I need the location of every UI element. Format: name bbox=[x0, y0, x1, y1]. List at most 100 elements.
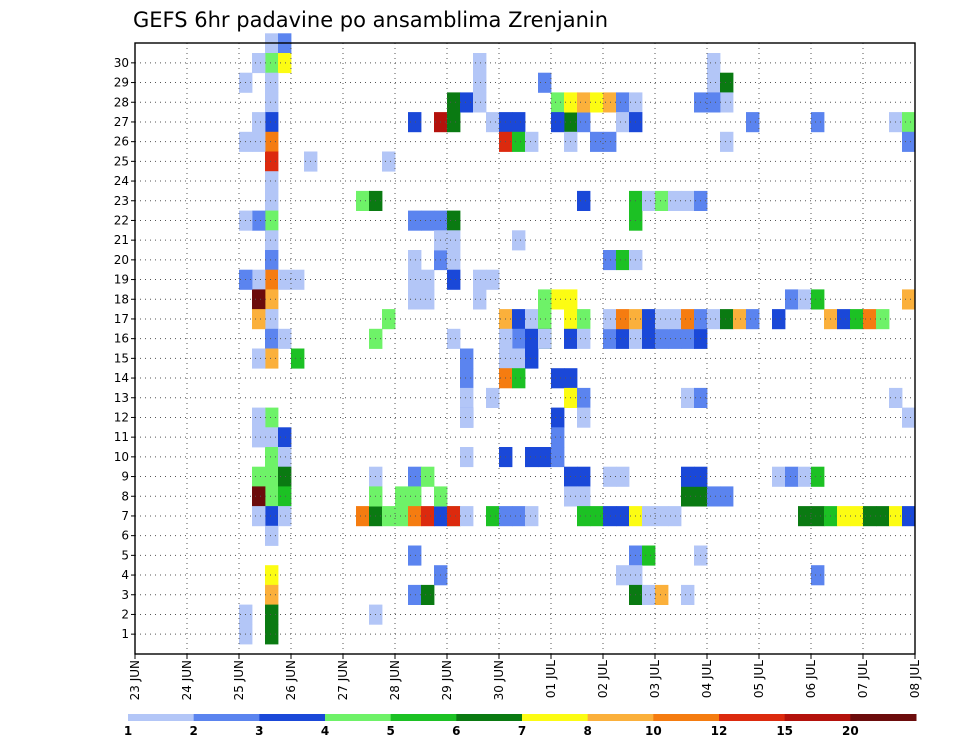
data-cell bbox=[642, 506, 656, 527]
x-tick-label: 24 JUN bbox=[180, 660, 194, 700]
data-cell bbox=[603, 250, 617, 271]
data-cell bbox=[265, 624, 279, 645]
data-cell bbox=[590, 506, 604, 527]
data-cell bbox=[408, 269, 422, 290]
x-tick-label: 27 JUN bbox=[336, 660, 350, 700]
data-cell bbox=[252, 486, 266, 507]
data-cell bbox=[681, 328, 695, 349]
data-cell bbox=[447, 250, 461, 271]
data-cell bbox=[525, 131, 539, 152]
data-cell bbox=[252, 269, 266, 290]
data-cell bbox=[265, 427, 279, 448]
data-cell bbox=[473, 269, 487, 290]
data-cell bbox=[720, 72, 734, 93]
colorbar-label: 3 bbox=[255, 724, 263, 738]
data-cell bbox=[512, 309, 526, 330]
data-cell bbox=[603, 328, 617, 349]
data-cell bbox=[252, 53, 266, 74]
data-cell bbox=[902, 289, 916, 310]
data-cell bbox=[447, 210, 461, 231]
data-cell bbox=[356, 190, 370, 211]
data-cell bbox=[421, 269, 435, 290]
data-cell bbox=[642, 584, 656, 605]
data-cell bbox=[785, 289, 799, 310]
data-cell bbox=[278, 506, 292, 527]
data-cell bbox=[811, 289, 825, 310]
data-cell bbox=[265, 151, 279, 172]
data-cell bbox=[616, 328, 630, 349]
y-tick-label: 9 bbox=[121, 470, 129, 484]
data-cell bbox=[473, 289, 487, 310]
data-cell bbox=[798, 506, 812, 527]
colorbar-swatch bbox=[259, 714, 326, 721]
data-cell bbox=[421, 466, 435, 487]
data-cell bbox=[681, 309, 695, 330]
colorbar-label: 6 bbox=[452, 724, 460, 738]
data-cell bbox=[746, 309, 760, 330]
data-cell bbox=[603, 131, 617, 152]
x-tick-label: 30 JUN bbox=[492, 660, 506, 700]
data-cell bbox=[473, 72, 487, 93]
data-cell bbox=[668, 309, 682, 330]
y-tick-label: 25 bbox=[114, 154, 129, 168]
y-tick-label: 20 bbox=[114, 253, 129, 267]
y-tick-label: 26 bbox=[114, 135, 129, 149]
data-cell bbox=[486, 112, 500, 133]
colorbar-label: 7 bbox=[518, 724, 526, 738]
data-cell bbox=[252, 112, 266, 133]
data-cell bbox=[538, 72, 552, 93]
data-cell bbox=[902, 407, 916, 428]
y-tick-label: 2 bbox=[121, 607, 129, 621]
cells-layer bbox=[239, 33, 916, 645]
data-cell bbox=[265, 230, 279, 251]
data-cell bbox=[265, 407, 279, 428]
data-cell bbox=[551, 447, 565, 468]
data-cell bbox=[460, 368, 474, 389]
grid-layer bbox=[135, 43, 916, 654]
data-cell bbox=[421, 210, 435, 231]
data-cell bbox=[551, 289, 565, 310]
data-cell bbox=[252, 427, 266, 448]
data-cell bbox=[512, 112, 526, 133]
data-cell bbox=[616, 92, 630, 113]
data-cell bbox=[265, 604, 279, 625]
y-tick-label: 18 bbox=[114, 292, 129, 306]
data-cell bbox=[382, 506, 396, 527]
y-tick-label: 17 bbox=[114, 312, 129, 326]
data-cell bbox=[590, 131, 604, 152]
y-tick-label: 7 bbox=[121, 509, 129, 523]
data-cell bbox=[265, 112, 279, 133]
data-cell bbox=[447, 269, 461, 290]
y-tick-label: 13 bbox=[114, 391, 129, 405]
y-tick-label: 5 bbox=[121, 548, 129, 562]
x-tick-label: 03 JUL bbox=[648, 660, 662, 698]
data-cell bbox=[265, 53, 279, 74]
data-cell bbox=[265, 565, 279, 586]
data-cell bbox=[655, 328, 669, 349]
data-cell bbox=[746, 112, 760, 133]
data-cell bbox=[382, 309, 396, 330]
data-cell bbox=[577, 328, 591, 349]
data-cell bbox=[408, 289, 422, 310]
data-cell bbox=[538, 309, 552, 330]
y-tick-label: 23 bbox=[114, 194, 129, 208]
data-cell bbox=[642, 309, 656, 330]
data-cell bbox=[265, 269, 279, 290]
y-tick-label: 10 bbox=[114, 450, 129, 464]
data-cell bbox=[655, 584, 669, 605]
data-cell bbox=[265, 250, 279, 271]
data-cell bbox=[902, 131, 916, 152]
x-tick-label: 06 JUL bbox=[804, 660, 818, 698]
data-cell bbox=[720, 486, 734, 507]
data-cell bbox=[551, 427, 565, 448]
data-cell bbox=[512, 506, 526, 527]
data-cell bbox=[408, 210, 422, 231]
data-cell bbox=[252, 289, 266, 310]
data-cell bbox=[265, 309, 279, 330]
x-tick-label: 08 JUL bbox=[908, 660, 922, 698]
data-cell bbox=[473, 92, 487, 113]
data-cell bbox=[590, 92, 604, 113]
data-cell bbox=[278, 486, 292, 507]
data-cell bbox=[681, 584, 695, 605]
data-cell bbox=[668, 506, 682, 527]
